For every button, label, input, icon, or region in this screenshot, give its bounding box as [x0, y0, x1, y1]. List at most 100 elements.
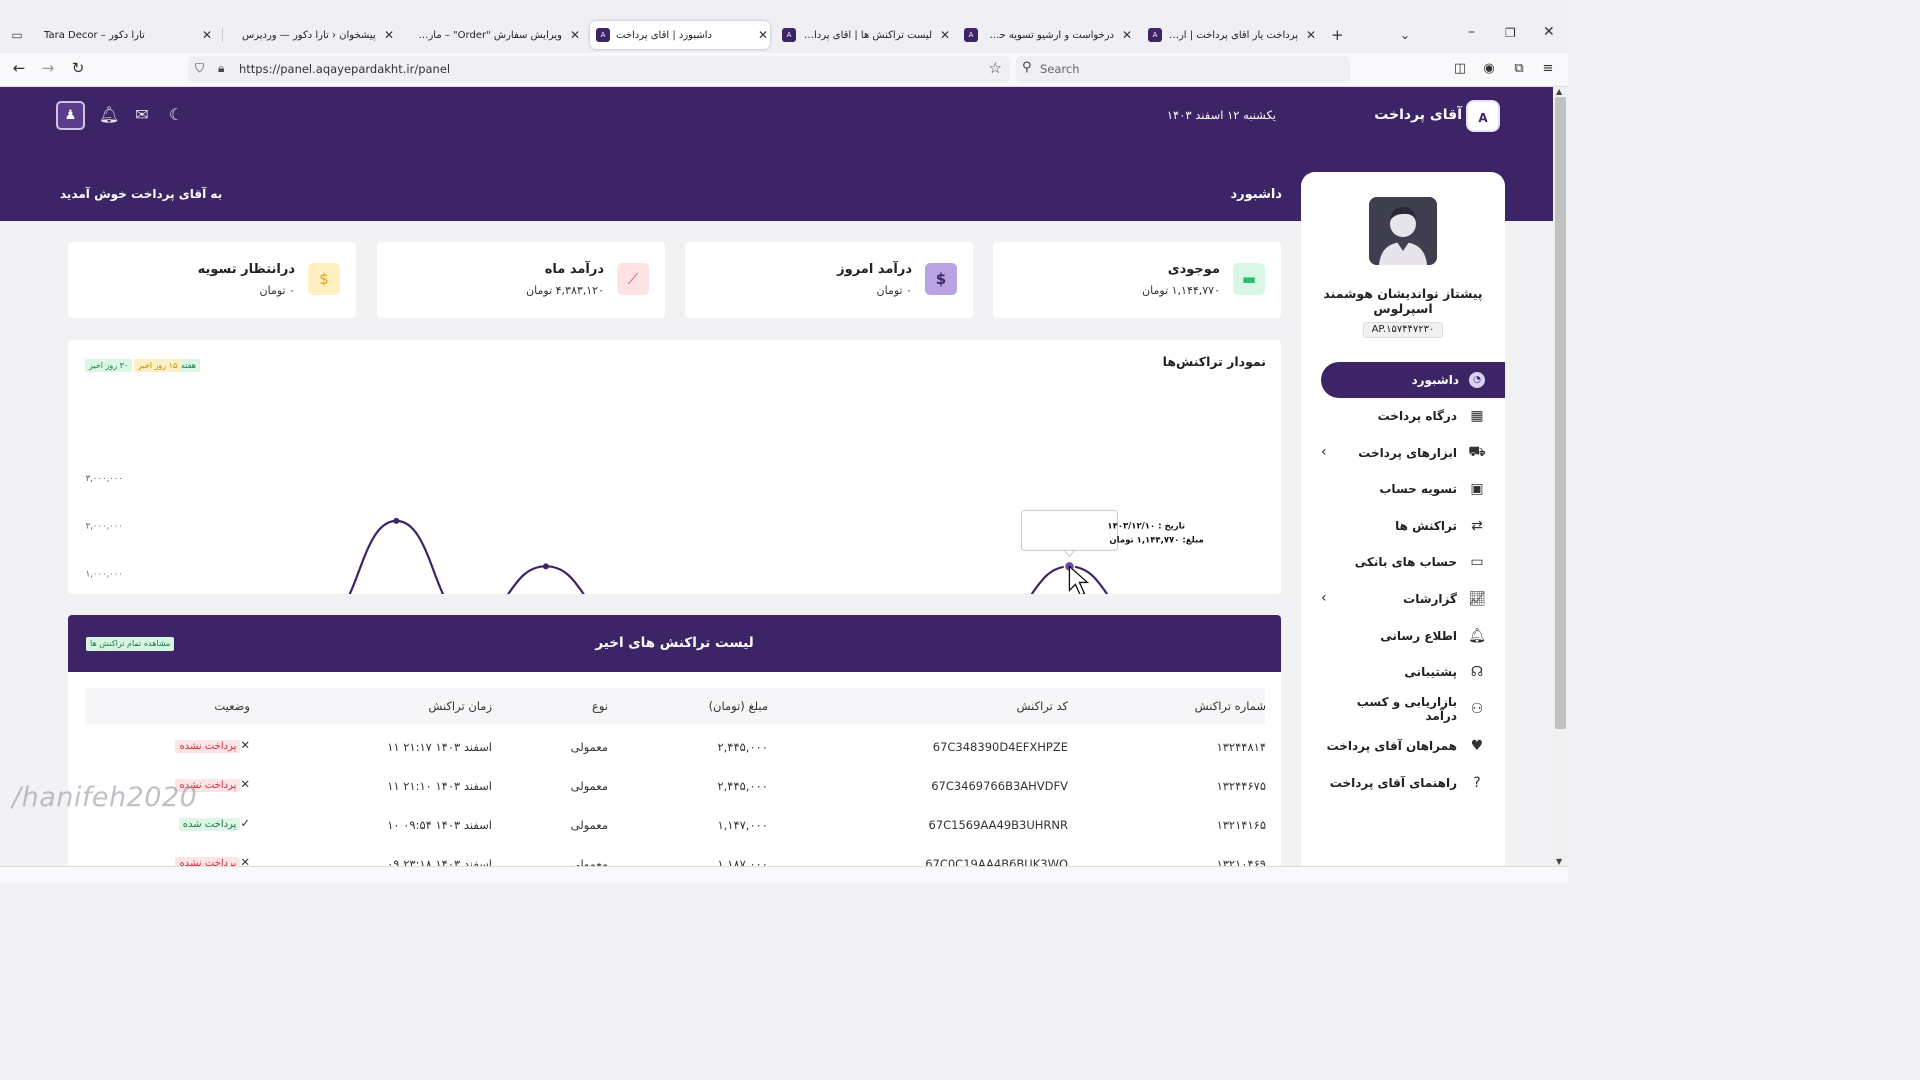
table-column-header: شماره تراکنش [1194, 699, 1266, 713]
window-close-icon[interactable]: ✕ [1543, 24, 1555, 40]
sidebar-item-partners[interactable]: همراهان آقای پرداخت ♥ [1321, 729, 1505, 763]
bell-icon: 🔔︎ [1468, 628, 1486, 644]
sidebar-item-help[interactable]: راهنمای آقای پرداخت ? [1321, 766, 1505, 800]
account-icon[interactable]: ◉ [1483, 61, 1495, 76]
stat-card-pending-settlement: $ درانتظار تسویه ۰ تومان [68, 242, 356, 318]
top-header: A آقای پرداخت یکشنبه ۱۲ اسفند ۱۴۰۳ ☾ ✉ 🔔… [0, 87, 1553, 221]
search-input[interactable]: ⚲ Search [1016, 56, 1350, 83]
table-cell-amount: ۲,۴۴۵,۰۰۰ [717, 740, 768, 754]
sidebar-item-reports[interactable]: ‹ گزارشات 📈︎ [1321, 582, 1505, 616]
table-cell-no: ۱۳۲۴۴۸۱۴ [1216, 740, 1266, 754]
tab-title: پیشخوان ‹ تارا دکور — وردپرس [242, 29, 376, 41]
sidebar-item-transactions[interactable]: تراکنش ها ⇄ [1321, 509, 1505, 543]
sidebar-item-label: پشتیبانی [1404, 665, 1457, 679]
sidebar-item-settlement[interactable]: تسویه حساب ▣ [1321, 472, 1505, 506]
sidebar-item-dashboard[interactable]: داشبورد ◔ [1321, 362, 1505, 398]
y-tick-label: ۳,۰۰۰,۰۰۰ [86, 474, 123, 484]
browser-tab[interactable]: پیشخوان ‹ تارا دکور — وردپرس ✕ [236, 21, 396, 49]
store-icon: ▦ [1470, 408, 1484, 424]
sidebar-item-bank-accounts[interactable]: حساب های بانکی ▭ [1321, 545, 1505, 579]
new-tab-icon[interactable]: + [1331, 26, 1344, 44]
table-cell-code: 67C3469766B3AHVDFV [931, 779, 1068, 793]
shield-icon[interactable]: ⛉ [195, 61, 205, 75]
url-bar[interactable]: ⛉ 🔒︎ https://panel.aqayepardakht.ir/pane… [188, 56, 1010, 83]
forward-icon[interactable]: → [41, 59, 55, 77]
sidebar-item-payment-tools[interactable]: ‹ ابزارهای پرداخت ⛟ [1321, 436, 1505, 470]
mail-icon[interactable]: ✉ [135, 105, 149, 124]
close-icon[interactable]: ✕ [757, 28, 769, 42]
chevron-down-icon[interactable]: ⌄ [1400, 28, 1411, 42]
minimize-icon[interactable]: – [1468, 24, 1475, 40]
browser-tab[interactable]: ویرایش سفارش "Order" – مارس 1, 25 ✕ [404, 21, 582, 49]
status-badge-label: پرداخت نشده [175, 857, 241, 866]
scroll-up-icon[interactable]: ▲ [1556, 87, 1563, 96]
tab-list-icon[interactable]: ▭ [11, 28, 23, 42]
status-bar [0, 866, 1568, 882]
bookmark-star-icon[interactable]: ☆ [988, 59, 1002, 77]
recent-transactions-title: لیست تراکنش های اخیر [595, 635, 754, 651]
url-text[interactable]: https://panel.aqayepardakht.ir/panel [239, 62, 451, 76]
sidebar-item-notifications[interactable]: اطلاع رسانی 🔔︎ [1321, 619, 1505, 653]
sidebar-item-label: گزارشات [1403, 592, 1457, 606]
table-cell-amount: ۲,۴۴۵,۰۰۰ [717, 779, 768, 793]
browser-tab[interactable]: A پرداخت یار آقای پرداخت | ارائه‌دهـ ✕ [1142, 21, 1318, 49]
transfer-icon: ⇄ [1471, 518, 1483, 534]
moon-icon[interactable]: ☾ [168, 105, 184, 124]
browser-tab[interactable]: A درخواست و آرشیو تسویه حساب ✕ [958, 21, 1134, 49]
browser-tab[interactable]: تارا دکور – Tara Decor ✕ [38, 21, 214, 49]
lock-icon[interactable]: 🔒︎ [218, 61, 225, 75]
merchant-id[interactable]: AP.۱۵۷۴۴۷۲۳۰ [1363, 322, 1443, 338]
sidebar-item-marketing[interactable]: بازاریابی و کسب درآمد ⚇ [1321, 692, 1505, 726]
close-icon[interactable]: ✕ [201, 28, 213, 42]
series-line [348, 519, 1109, 594]
tools-icon: ⛟ [1468, 444, 1486, 460]
brand-name[interactable]: آقای پرداخت [1374, 107, 1462, 123]
back-icon[interactable]: ← [12, 59, 26, 77]
scrollbar-thumb[interactable] [1555, 97, 1566, 729]
close-icon[interactable]: ✕ [383, 28, 395, 42]
status-badge: پرداخت نشده ✕ [175, 777, 250, 792]
range-30-days-button[interactable]: ۳۰ روز اخیر [85, 359, 133, 372]
dollar-icon: $ [925, 263, 957, 295]
sidebar-item-label: داشبورد [1411, 373, 1459, 387]
x-icon: ✕ [240, 855, 250, 866]
bell-icon[interactable]: 🔔︎ [98, 105, 120, 124]
site-favicon-icon: A [964, 28, 978, 42]
dashboard-icon: ◔ [1469, 372, 1485, 388]
chevron-left-icon[interactable]: ‹ [1321, 444, 1327, 460]
view-all-transactions-button[interactable]: مشاهده تمام تراکنش ها [86, 637, 175, 651]
restore-icon[interactable]: ❐ [1505, 26, 1516, 40]
pocket-icon[interactable]: ◫ [1453, 61, 1467, 76]
close-icon[interactable]: ✕ [1305, 28, 1317, 42]
tooltip-amount: مبلغ: ۱,۱۴۴,۷۷۰ تومان [1109, 535, 1203, 545]
table-cell-amount: ۱,۱۴۷,۰۰۰ [717, 818, 768, 832]
brand-logo[interactable]: A [1466, 100, 1500, 132]
table-cell-time: ۰۹ اسفند ۱۴۰۳ ۲۳:۱۸ [387, 857, 492, 866]
close-icon[interactable]: ✕ [1121, 28, 1133, 42]
stat-value: ۰ تومان [259, 284, 295, 297]
page-scrollbar[interactable]: ▲ ▼ [1553, 87, 1568, 866]
browser-tab-active[interactable]: A داشبورد | آقای پرداخت ✕ [590, 21, 770, 49]
transactions-line-chart[interactable]: ۰۱,۰۰۰,۰۰۰۲,۰۰۰,۰۰۰۳,۰۰۰,۰۰۰۱۴۰۳/۱۱/۲۸۱۴… [68, 340, 1281, 594]
scroll-down-icon[interactable]: ▼ [1556, 857, 1563, 866]
support-icon: ☊ [1470, 664, 1484, 680]
user-avatar[interactable]: ♟ [56, 101, 85, 130]
table-cell-type: معمولی [570, 857, 608, 866]
browser-tab[interactable]: A لیست تراکنش ها | آقای پرداخت ✕ [776, 21, 952, 49]
range-15-days-button[interactable]: ۱۵ روز اخیر [134, 359, 182, 372]
menu-icon[interactable]: ≡ [1542, 61, 1554, 76]
sidebar-item-gateway[interactable]: درگاه پرداخت ▦ [1321, 399, 1505, 433]
reload-icon[interactable]: ↻ [71, 59, 85, 77]
site-favicon-icon: A [782, 28, 796, 42]
search-icon: ⚲ [1022, 60, 1032, 75]
close-icon[interactable]: ✕ [569, 28, 581, 42]
sidebar-item-support[interactable]: پشتیبانی ☊ [1321, 655, 1505, 689]
heart-icon: ♥ [1470, 738, 1484, 754]
close-icon[interactable]: ✕ [939, 28, 951, 42]
chart-title: نمودار تراکنش‌ها [1162, 354, 1266, 369]
company-name: پیشتاز نواندیشان هوشمند اسپرلوس [1323, 286, 1483, 316]
extensions-icon[interactable]: ⧉ [1514, 61, 1524, 76]
range-week-button[interactable]: هفته [177, 359, 200, 372]
table-column-header: نوع [591, 699, 608, 713]
chevron-left-icon[interactable]: ‹ [1321, 590, 1327, 606]
